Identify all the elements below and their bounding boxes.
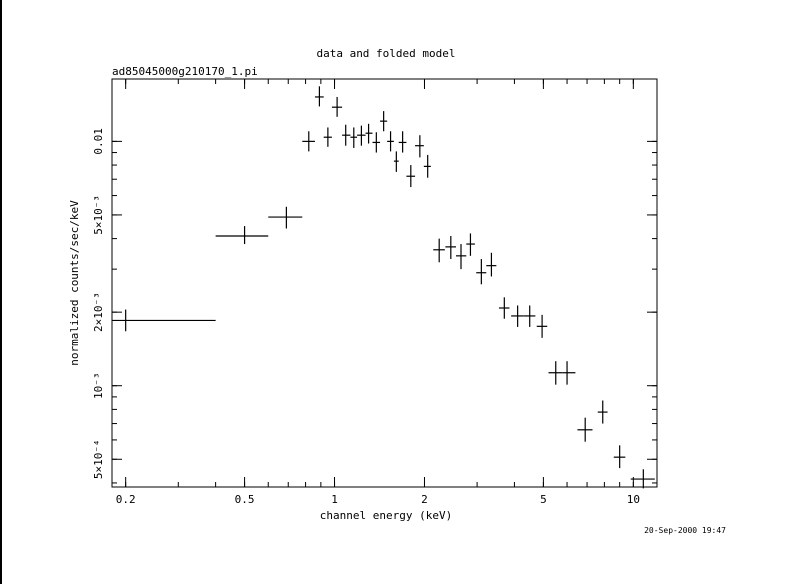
- data-point: [456, 244, 467, 270]
- y-tick-label: 2×10⁻³: [92, 292, 105, 332]
- data-point: [387, 131, 394, 152]
- chart-subtitle: ad85045000g210170_1.pi: [112, 65, 258, 78]
- data-point: [112, 309, 216, 332]
- x-axis-label: channel energy (keV): [320, 509, 452, 522]
- data-points: [112, 86, 655, 489]
- data-point: [342, 124, 351, 146]
- timestamp: 20-Sep-2000 19:47: [644, 526, 726, 535]
- data-point: [466, 233, 475, 256]
- x-tick-label: 10: [627, 493, 640, 506]
- x-tick-label: 5: [540, 493, 547, 506]
- data-point: [323, 127, 332, 147]
- data-point: [597, 400, 608, 424]
- data-point: [331, 96, 343, 117]
- data-point: [577, 417, 593, 442]
- data-point: [523, 305, 536, 327]
- y-axis-label: normalized counts/sec/keV: [68, 200, 81, 366]
- x-tick-label: 1: [331, 493, 338, 506]
- data-point: [445, 235, 457, 260]
- data-point: [357, 125, 366, 146]
- data-point: [423, 154, 431, 178]
- data-point: [350, 127, 358, 148]
- data-point: [476, 259, 487, 285]
- data-point: [613, 445, 626, 469]
- data-point: [380, 111, 388, 132]
- plot-frame: [111, 78, 658, 488]
- data-point: [498, 297, 510, 319]
- data-point: [215, 226, 269, 245]
- data-point: [393, 151, 399, 172]
- data-point: [562, 361, 576, 385]
- data-point: [314, 86, 324, 107]
- data-point: [536, 314, 548, 338]
- y-tick-label: 10⁻³: [92, 372, 105, 399]
- data-point: [548, 361, 563, 385]
- y-tick-label: 5×10⁻³: [92, 195, 105, 235]
- chart-title: data and folded model: [316, 47, 455, 60]
- data-point: [365, 123, 373, 144]
- y-tick-label: 5×10⁻⁴: [92, 439, 105, 479]
- data-point: [433, 238, 445, 263]
- y-tick-label: 0.01: [92, 128, 105, 155]
- y-axis: 5×10⁻⁴ 10⁻³ 2×10⁻³ 5×10⁻³ 0.01: [92, 128, 657, 484]
- data-point: [268, 206, 303, 229]
- data-point: [302, 131, 315, 152]
- data-point: [511, 305, 524, 327]
- data-point: [630, 469, 655, 489]
- data-point: [415, 135, 424, 158]
- data-point: [406, 165, 416, 188]
- x-tick-label: 0.2: [116, 493, 136, 506]
- data-point: [398, 131, 407, 153]
- data-point: [486, 252, 497, 277]
- x-tick-label: 2: [421, 493, 428, 506]
- data-point: [372, 132, 381, 153]
- x-axis: 0.2 0.5 1 2 5 10: [116, 79, 640, 506]
- x-tick-label: 0.5: [235, 493, 255, 506]
